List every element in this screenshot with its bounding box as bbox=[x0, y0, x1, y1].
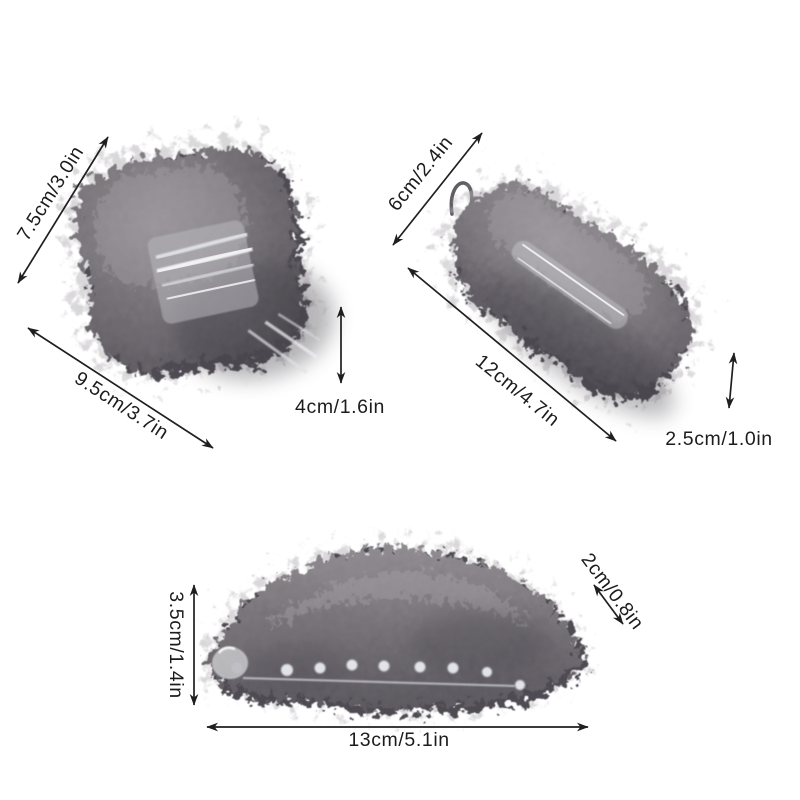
claw-tooth-streak bbox=[173, 293, 255, 314]
barrette-depth-arrow bbox=[593, 584, 624, 625]
barrette-beads bbox=[280, 659, 526, 691]
rectangle-snap-clip-photo bbox=[445, 179, 695, 418]
clasp-loop-inner bbox=[231, 662, 243, 674]
bead bbox=[514, 679, 526, 691]
bead bbox=[280, 663, 294, 677]
barrette-clear-clasp-loop bbox=[212, 646, 248, 679]
square-clip-clear-claw bbox=[147, 220, 259, 324]
claw-tooth-tip-streak bbox=[264, 320, 318, 359]
claw-tooth-streak bbox=[161, 262, 255, 288]
snap-clip-depth-label: 2.5cm/1.0in bbox=[665, 428, 772, 450]
barrette-width-label: 13cm/5.1in bbox=[348, 729, 449, 751]
snap-clip-height-label: 6cm/2.4in bbox=[384, 132, 458, 216]
bead bbox=[481, 666, 493, 678]
claw-tooth-tip-streak bbox=[247, 329, 308, 374]
bead bbox=[314, 662, 326, 674]
snap-clip-width-arrow bbox=[407, 267, 617, 442]
bead bbox=[447, 662, 459, 674]
clasp-loop-highlight bbox=[217, 646, 236, 654]
barrette-fur-highlight bbox=[265, 571, 530, 630]
curved-barrette-clip-photo bbox=[210, 547, 583, 714]
square-clip-width-label: 9.5cm/3.7in bbox=[71, 367, 173, 444]
claw-tooth-streak bbox=[166, 277, 256, 302]
barrette-shading-right bbox=[410, 613, 550, 677]
bead bbox=[378, 660, 390, 672]
snap-clip-height-arrow bbox=[392, 132, 483, 246]
bead bbox=[414, 661, 426, 673]
claw-tooth-tip-streak bbox=[277, 313, 322, 342]
barrette-depth-label: 2cm/0.8in bbox=[576, 549, 648, 634]
claw-tooth-streak bbox=[155, 232, 248, 260]
square-clip-width-arrow bbox=[27, 327, 214, 449]
square-claw-clip-photo bbox=[69, 141, 334, 381]
bead bbox=[346, 659, 358, 671]
claw-tooth-streak bbox=[156, 245, 253, 275]
barrette-pin-bar bbox=[242, 677, 516, 687]
barrette-height-label: 3.5cm/1.4in bbox=[165, 591, 187, 698]
square-clip-height-arrow bbox=[17, 136, 109, 284]
clasp-loop-outer bbox=[212, 647, 248, 679]
barrette-shading-left bbox=[250, 646, 350, 690]
snap-clip-depth-arrow bbox=[725, 352, 738, 409]
square-clip-depth-label: 4cm/1.6in bbox=[295, 396, 385, 418]
